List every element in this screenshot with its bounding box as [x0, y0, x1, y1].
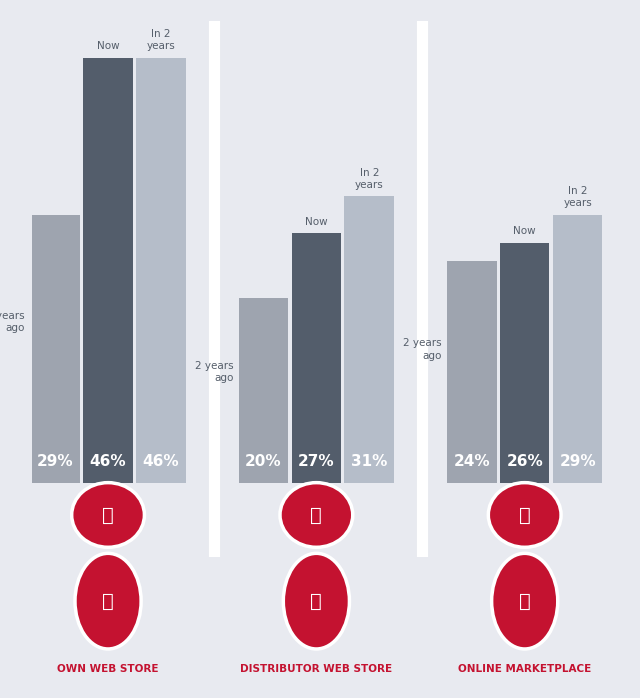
Ellipse shape — [284, 554, 349, 649]
Text: 26%: 26% — [506, 454, 543, 469]
Text: 46%: 46% — [143, 454, 179, 469]
Text: 🛒: 🛒 — [310, 592, 323, 611]
Bar — [344, 196, 394, 482]
Text: Now: Now — [513, 226, 536, 236]
Ellipse shape — [75, 554, 141, 649]
Text: In 2
years: In 2 years — [563, 186, 592, 209]
Text: 46%: 46% — [90, 454, 126, 469]
Bar — [30, 215, 80, 482]
Bar — [447, 261, 497, 482]
Text: 24%: 24% — [454, 454, 490, 469]
Text: ONLINE MARKETPLACE: ONLINE MARKETPLACE — [458, 664, 591, 674]
Ellipse shape — [280, 482, 353, 547]
Text: In 2
years: In 2 years — [355, 168, 383, 190]
Text: DISTRIBUTOR WEB STORE: DISTRIBUTOR WEB STORE — [240, 664, 392, 674]
Text: 31%: 31% — [351, 454, 387, 469]
Ellipse shape — [492, 554, 558, 649]
Text: 27%: 27% — [298, 454, 335, 469]
Text: 🛒: 🛒 — [310, 505, 323, 524]
Bar — [136, 58, 186, 482]
Text: 2 years
ago: 2 years ago — [0, 311, 25, 333]
Text: Now: Now — [97, 41, 120, 52]
Bar — [553, 215, 602, 482]
Text: 29%: 29% — [559, 454, 596, 469]
Text: 🖥: 🖥 — [102, 505, 114, 524]
Text: 2 years
ago: 2 years ago — [195, 361, 234, 383]
Text: 🌐: 🌐 — [519, 505, 531, 524]
Ellipse shape — [488, 482, 561, 547]
Ellipse shape — [72, 482, 145, 547]
Bar — [500, 243, 550, 482]
Text: 🖥: 🖥 — [102, 592, 114, 611]
Text: 🌐: 🌐 — [519, 592, 531, 611]
Text: Now: Now — [305, 217, 328, 227]
Bar — [83, 58, 133, 482]
Text: OWN WEB STORE: OWN WEB STORE — [58, 664, 159, 674]
Text: 2 years
ago: 2 years ago — [403, 339, 442, 361]
Text: 29%: 29% — [37, 454, 74, 469]
Text: In 2
years: In 2 years — [147, 29, 175, 52]
Text: 20%: 20% — [245, 454, 282, 469]
Bar — [292, 233, 341, 482]
Bar — [239, 298, 288, 482]
